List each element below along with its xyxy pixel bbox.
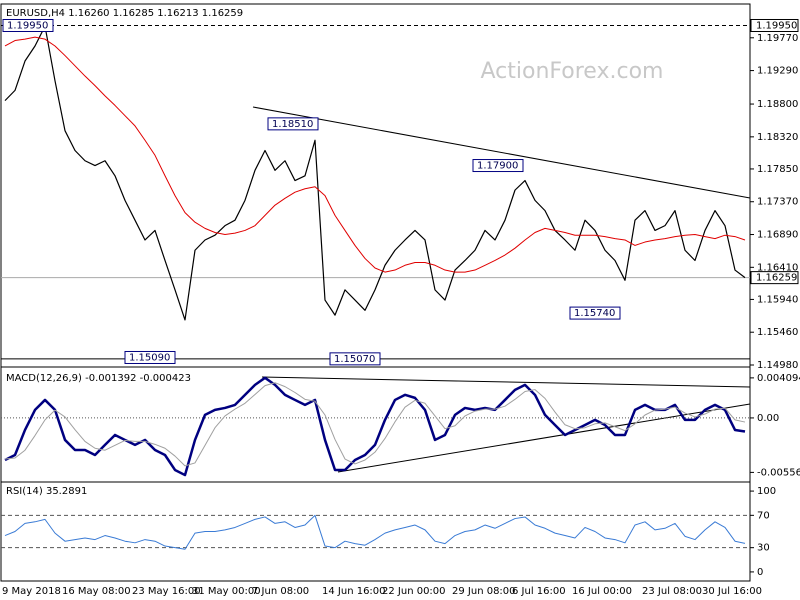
annotation-box (329, 352, 381, 366)
x-tick-label: 30 Jul 16:00 (702, 586, 762, 597)
series-line (4, 514, 746, 550)
annotation-box (2, 18, 54, 32)
x-tick-label: 23 Jul 08:00 (642, 586, 702, 597)
x-tick-label: 9 May 2018 (2, 586, 61, 597)
trendline (261, 376, 751, 388)
series-line (4, 376, 746, 477)
frame (0, 3, 751, 582)
y-tick-label: 0.00 (757, 413, 779, 424)
annotation-box (267, 117, 319, 131)
annotation: 1.15090 (129, 352, 170, 363)
annotation: 1.15070 (334, 354, 375, 365)
y-tick-label: 1.16410 (757, 262, 798, 273)
annotation-box (472, 159, 524, 173)
annotation-box (569, 306, 621, 320)
price-label-box (750, 271, 799, 285)
x-tick-label: 16 May 08:00 (62, 586, 131, 597)
price-label: 1.19950 (756, 20, 797, 31)
y-tick-label: 1.17850 (757, 164, 798, 175)
x-tick-label: 31 May 00:00 (192, 586, 261, 597)
series-line (4, 36, 746, 273)
y-tick-label: 1.16890 (757, 230, 798, 241)
price-label-box (750, 18, 799, 32)
panel-title: MACD(12,26,9) -0.001392 -0.000423 (6, 373, 191, 384)
annotation: 1.19950 (7, 20, 48, 31)
x-tick-label: 7 Jun 08:00 (252, 586, 309, 597)
annotation: 1.17900 (477, 161, 518, 172)
price-label: 1.16259 (756, 273, 797, 284)
y-tick-label: 1.17370 (757, 197, 798, 208)
y-tick-label: 30 (757, 543, 770, 554)
y-tick-label: 1.15460 (757, 327, 798, 338)
y-tick-label: -0.005568 (757, 467, 800, 478)
y-tick-label: 1.19290 (757, 66, 798, 77)
annotation-box (124, 350, 176, 364)
x-tick-label: 22 Jun 00:00 (382, 586, 446, 597)
watermark: ActionForex.com (481, 59, 664, 84)
x-tick-label: 14 Jun 16:00 (322, 586, 386, 597)
y-tick-label: 70 (757, 510, 770, 521)
annotation: 1.15740 (574, 308, 615, 319)
trendline (252, 106, 751, 199)
y-tick-label: 1.14980 (757, 360, 798, 371)
series-line (4, 25, 746, 321)
y-tick-label: 1.18800 (757, 99, 798, 110)
x-tick-label: 29 Jun 08:00 (452, 586, 516, 597)
y-tick-label: 0 (757, 567, 763, 578)
x-tick-label: 23 May 16:00 (132, 586, 201, 597)
y-tick-label: 1.18320 (757, 132, 798, 143)
annotation: 1.18510 (272, 119, 313, 130)
panel-title: RSI(14) 35.2891 (6, 486, 87, 497)
series-line (4, 382, 746, 467)
x-tick-label: 6 Jul 16:00 (512, 586, 566, 597)
y-tick-label: 100 (757, 486, 776, 497)
y-tick-label: 1.19770 (757, 33, 798, 44)
y-tick-label: 0.004094 (757, 373, 800, 384)
panel-title: EURUSD,H4 1.16260 1.16285 1.16213 1.1625… (6, 8, 243, 19)
y-tick-label: 1.15940 (757, 294, 798, 305)
x-tick-label: 16 Jul 00:00 (572, 586, 632, 597)
